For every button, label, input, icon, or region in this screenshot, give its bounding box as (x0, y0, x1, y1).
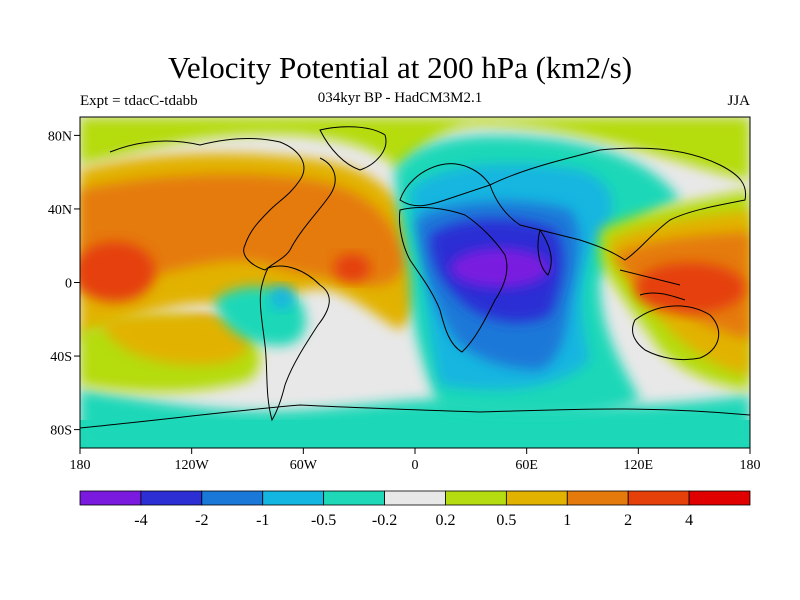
colorbar-level-label: -1 (256, 512, 269, 529)
colorbar: -4 -2 -1 -0.5 -0.2 0.2 0.5 1 2 4 (79, 490, 751, 529)
experiment-label: Expt = tdacC-tdabb (80, 93, 198, 109)
colorbar-level-label: 0.2 (435, 512, 455, 529)
lat-tick-label: 40S (50, 350, 72, 365)
lon-tick-label: 180 (70, 458, 91, 473)
colorbar-level-label: 1 (563, 512, 571, 529)
lon-tick-label: 0 (412, 458, 419, 473)
lat-tick-label: 0 (65, 277, 72, 292)
colorbar-level-label: 2 (624, 512, 632, 529)
colorbar-swatch (201, 490, 264, 506)
colorbar-swatch (688, 490, 751, 506)
lon-tick-label: 60E (515, 458, 538, 473)
colorbar-swatch (384, 490, 446, 506)
colorbar-swatch (79, 490, 142, 506)
season-label: JJA (727, 93, 750, 109)
colorbar-level-label: -2 (195, 512, 208, 529)
colorbar-swatch (445, 490, 507, 506)
lon-tick-label: 120E (624, 458, 654, 473)
lat-tick-label: 40N (48, 203, 72, 218)
colorbar-swatch (262, 490, 325, 506)
latitude-axis: 80N 40N 0 40S 80S (48, 129, 80, 439)
chart-subtitle: 034kyr BP - HadCM3M2.1 (317, 90, 483, 106)
colorbar-swatch (566, 490, 629, 506)
longitude-axis: 180 120W 60W 0 60E 120E 180 (70, 448, 761, 473)
chart-title: Velocity Potential at 200 hPa (km2/s) (167, 50, 633, 85)
field-layer (80, 117, 750, 448)
colorbar-swatch (505, 490, 568, 506)
colorbar-swatch (140, 490, 203, 506)
colorbar-level-label: 0.5 (496, 512, 516, 529)
lat-tick-label: 80S (50, 424, 72, 439)
lon-tick-label: 180 (740, 458, 761, 473)
colorbar-level-label: 4 (685, 512, 693, 529)
colorbar-level-label: -0.2 (372, 512, 397, 529)
colorbar-level-label: -0.5 (311, 512, 336, 529)
coastlines (80, 126, 750, 429)
colorbar-swatch (323, 490, 385, 506)
colorbar-swatch (627, 490, 690, 506)
lon-tick-label: 120W (175, 458, 210, 473)
colorbar-level-label: -4 (134, 512, 147, 529)
lat-tick-label: 80N (48, 129, 72, 144)
lon-tick-label: 60W (290, 458, 318, 473)
